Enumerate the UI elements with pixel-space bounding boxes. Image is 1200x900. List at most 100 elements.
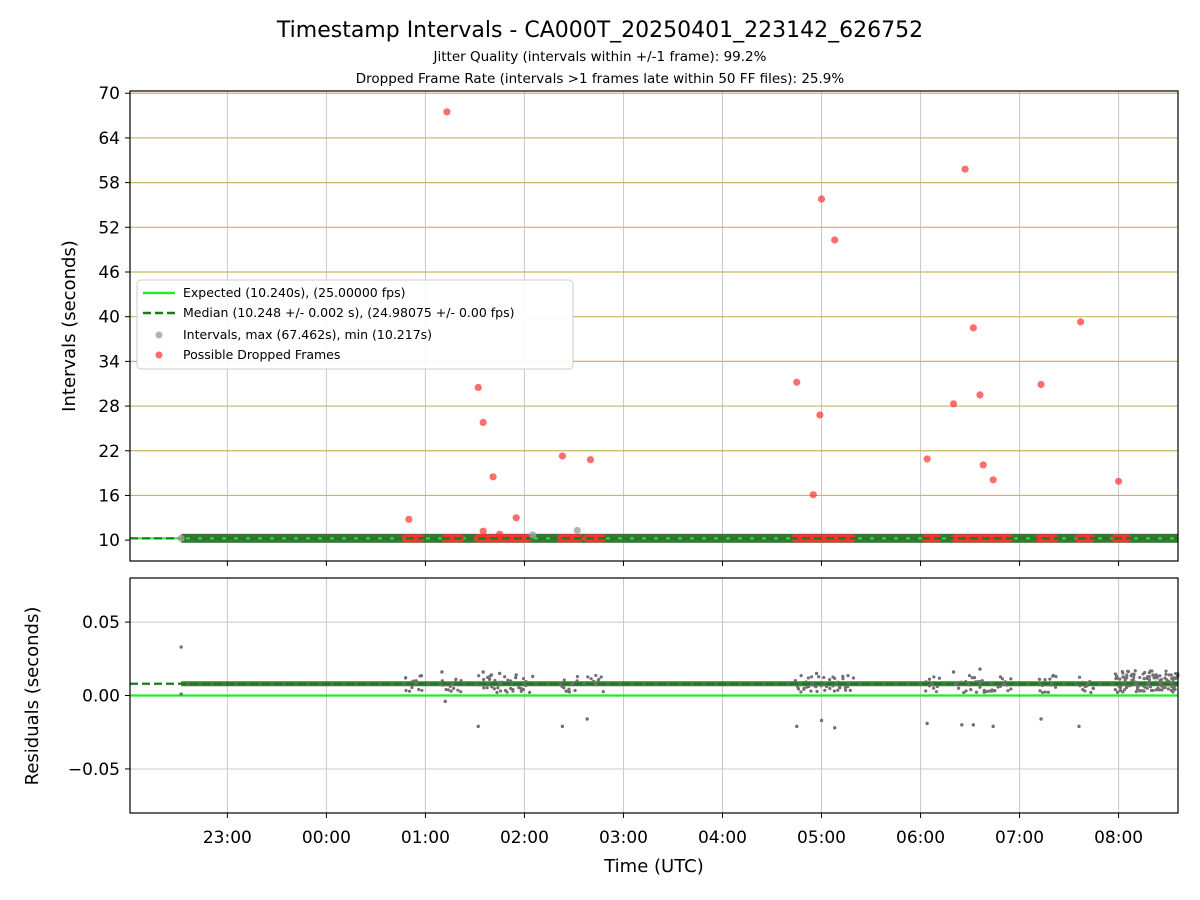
residual-dense-point: [1078, 684, 1082, 688]
residual-dense-point: [796, 685, 800, 689]
residual-dense-point: [982, 688, 986, 693]
intervals-y-tick-label: 28: [98, 397, 120, 417]
residual-dense-point: [410, 685, 414, 690]
residual-dense-point: [1138, 675, 1142, 680]
residual-dense-point: [929, 683, 933, 687]
residual-dense-point: [1167, 679, 1171, 683]
dropped-frame-point: [817, 195, 826, 203]
residual-dense-point: [1085, 684, 1089, 688]
residual-dense-point: [1054, 674, 1058, 679]
residual-dense-point: [567, 687, 571, 691]
dropped-frame-point: [1077, 318, 1085, 326]
residual-dense-point: [1162, 686, 1166, 690]
residual-dense-point: [846, 674, 850, 678]
residuals-y-axis-label: Residuals (seconds): [22, 607, 43, 786]
residual-dense-point: [1125, 673, 1129, 677]
residual-dense-point: [1173, 687, 1177, 692]
residual-dense-point: [440, 679, 444, 683]
residual-dense-point: [404, 688, 408, 693]
residual-dense-point: [1135, 687, 1140, 691]
residual-dense-point: [597, 677, 601, 681]
residual-dense-point: [825, 684, 829, 689]
residual-dense-point: [1142, 689, 1146, 693]
residual-dense-point: [1051, 674, 1055, 678]
residual-dense-point: [1164, 672, 1168, 676]
residual-dense-point: [420, 688, 424, 693]
residual-dense-point: [985, 689, 989, 694]
residual-dense-point: [954, 682, 958, 686]
residual-dense-point: [511, 689, 515, 693]
residual-dense-point: [823, 688, 827, 692]
residual-point: [971, 723, 976, 727]
residual-dense-point: [1151, 673, 1155, 677]
residual-dense-point: [1009, 677, 1013, 681]
residual-dense-point: [482, 677, 486, 682]
residual-point: [960, 723, 964, 727]
residual-dense-point: [1121, 671, 1125, 675]
residual-dense-point: [1124, 685, 1129, 690]
residual-point: [179, 692, 183, 696]
residual-dense-point: [1118, 677, 1122, 681]
intervals-y-axis-label: Intervals (seconds): [59, 240, 80, 412]
residual-dense-point: [1150, 669, 1154, 673]
dropped-frame-point: [443, 108, 451, 116]
residual-dense-point: [1142, 677, 1146, 681]
residual-dense-point: [446, 688, 450, 692]
residual-dense-point: [937, 676, 942, 680]
residual-dense-point: [524, 679, 528, 684]
residuals-x-tick-label: 03:00: [599, 828, 648, 848]
dropped-frame-point: [405, 515, 413, 523]
residual-dense-point: [832, 689, 837, 693]
residual-dense-point: [586, 675, 590, 679]
residual-dense-point: [1132, 675, 1136, 680]
dropped-frame-point: [809, 491, 817, 499]
residuals-x-tick-label: 05:00: [797, 828, 846, 848]
residual-dense-point: [459, 678, 463, 683]
residual-dense-point: [503, 675, 507, 679]
residual-dense-point: [599, 675, 603, 679]
residual-dense-point: [809, 689, 813, 693]
residual-dense-point: [1048, 677, 1052, 681]
residual-dense-point: [449, 689, 453, 693]
residual-point: [489, 673, 494, 677]
residual-dense-point: [846, 685, 850, 689]
residual-dense-point: [1155, 676, 1159, 680]
dropped-frame-point: [923, 455, 931, 463]
dropped-frame-point: [489, 473, 497, 481]
residual-dense-point: [407, 689, 412, 693]
dropped-frame-point: [479, 527, 487, 535]
dropped-frame-point: [558, 452, 567, 460]
interval-point: [573, 526, 581, 535]
residual-dense-point: [1171, 678, 1175, 682]
dropped-frame-point: [989, 476, 997, 484]
residual-dense-point: [506, 678, 510, 682]
dropped-frame-point: [1037, 380, 1045, 389]
residual-dense-point: [411, 679, 416, 683]
residuals-x-tick-label: 23:00: [203, 828, 252, 848]
residual-dense-point: [833, 676, 837, 681]
residual-dense-point: [1003, 680, 1007, 684]
intervals-y-tick-label: 58: [98, 174, 120, 194]
residual-dense-point: [487, 677, 492, 681]
residuals-x-tick-label: 08:00: [1094, 828, 1143, 848]
residual-dense-point: [1038, 689, 1042, 693]
residual-dense-point: [415, 681, 419, 685]
residual-dense-point: [498, 689, 503, 693]
residual-dense-point: [1089, 690, 1093, 695]
residuals-points: [130, 645, 1180, 730]
residuals-x-tick-label: 00:00: [302, 828, 351, 848]
residual-dense-point: [1133, 682, 1137, 686]
residual-dense-point: [799, 690, 803, 694]
residual-dense-point: [498, 680, 502, 684]
residual-dense-point: [1170, 684, 1174, 689]
residual-dense-point: [1131, 678, 1135, 682]
intervals-y-tick-label: 16: [98, 486, 120, 506]
residuals-x-tick-label: 04:00: [698, 828, 747, 848]
residual-dense-point: [996, 685, 1000, 689]
residual-dense-point: [974, 680, 978, 684]
residual-dense-point: [837, 685, 842, 689]
residuals-y-ticks: −0.05 0.00 0.05: [68, 613, 130, 780]
residual-dense-point: [601, 690, 605, 694]
residuals-y-tick-label: 0.05: [82, 613, 120, 633]
